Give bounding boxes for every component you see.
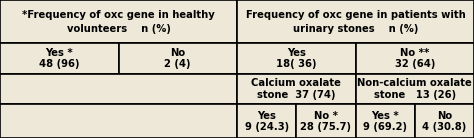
Text: Yes *: Yes *: [371, 111, 399, 121]
Text: 48 (96): 48 (96): [39, 59, 80, 69]
Bar: [237, 0, 474, 43]
Text: Frequency of oxc gene in patients with: Frequency of oxc gene in patients with: [246, 10, 465, 20]
Bar: [415, 104, 474, 138]
Text: 28 (75.7): 28 (75.7): [301, 122, 351, 132]
Bar: [118, 43, 237, 74]
Bar: [237, 43, 356, 74]
Text: stone   13 (26): stone 13 (26): [374, 90, 456, 99]
Text: stone  37 (74): stone 37 (74): [257, 90, 336, 99]
Text: 18( 36): 18( 36): [276, 59, 317, 69]
Text: No: No: [170, 48, 185, 58]
Bar: [237, 74, 356, 104]
Text: 32 (64): 32 (64): [394, 59, 435, 69]
Bar: [296, 104, 356, 138]
Bar: [356, 104, 415, 138]
Text: Calcium oxalate: Calcium oxalate: [251, 79, 341, 88]
Text: Yes: Yes: [257, 111, 276, 121]
Text: 4 (30.8): 4 (30.8): [422, 122, 466, 132]
Bar: [356, 74, 474, 104]
Text: 9 (24.3): 9 (24.3): [245, 122, 289, 132]
Text: 9 (69.2): 9 (69.2): [363, 122, 407, 132]
Bar: [0, 43, 118, 74]
Text: No *: No *: [314, 111, 338, 121]
Bar: [0, 74, 237, 104]
Text: No: No: [437, 111, 452, 121]
Bar: [0, 0, 237, 43]
Text: urinary stones    n (%): urinary stones n (%): [293, 24, 418, 34]
Text: *Frequency of oxc gene in healthy: *Frequency of oxc gene in healthy: [22, 10, 215, 20]
Text: Non-calcium oxalate: Non-calcium oxalate: [357, 79, 472, 88]
Bar: [356, 43, 474, 74]
Text: No **: No **: [400, 48, 429, 58]
Text: volunteers    n (%): volunteers n (%): [66, 24, 171, 34]
Bar: [237, 104, 296, 138]
Bar: [0, 104, 237, 138]
Text: 2 (4): 2 (4): [164, 59, 191, 69]
Text: Yes: Yes: [287, 48, 306, 58]
Text: Yes *: Yes *: [46, 48, 73, 58]
